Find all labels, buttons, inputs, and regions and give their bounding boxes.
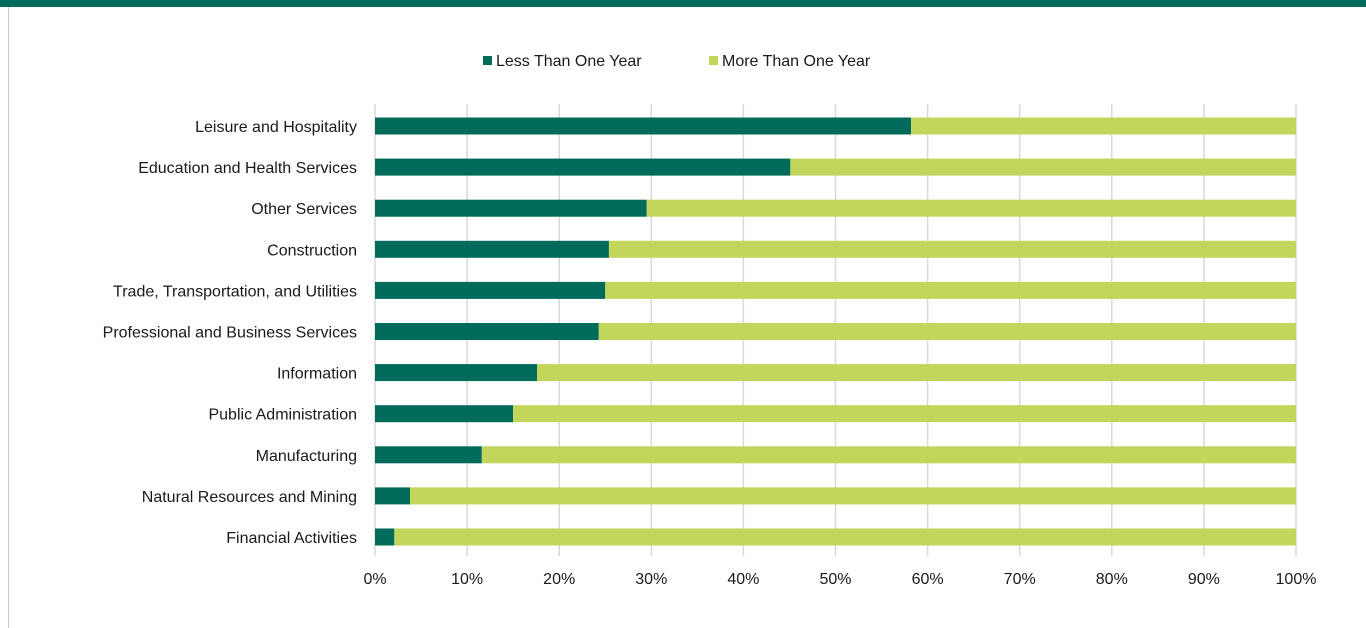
category-label: Education and Health Services <box>138 160 357 177</box>
bar-more-than-one-year <box>537 364 1296 382</box>
bar-less-than-one-year <box>375 117 912 135</box>
bar-less-than-one-year <box>375 364 538 382</box>
x-tick-label: 50% <box>819 571 851 588</box>
category-label: Financial Activities <box>226 530 357 547</box>
x-tick-label: 10% <box>451 571 483 588</box>
x-tick-label: 70% <box>1004 571 1036 588</box>
bar-more-than-one-year <box>598 323 1296 340</box>
bar-more-than-one-year <box>481 446 1296 464</box>
x-axis-tick-labels: 0% 10% 20% 30% 40% 50% 60% 70% 80% 90% 100% <box>363 571 1316 588</box>
x-tick-label: 60% <box>912 571 944 588</box>
bar-less-than-one-year <box>375 487 410 505</box>
bar-less-than-one-year <box>375 446 482 464</box>
category-label: Natural Resources and Mining <box>142 489 357 506</box>
x-tick-label: 0% <box>363 571 386 588</box>
legend-swatch-more-than-one-year <box>709 56 718 65</box>
bar-more-than-one-year <box>394 528 1296 546</box>
bar-more-than-one-year <box>513 405 1296 423</box>
bar-more-than-one-year <box>409 487 1296 505</box>
top-accent-bar <box>0 0 1366 7</box>
x-tick-label: 40% <box>727 571 759 588</box>
x-tick-label: 90% <box>1188 571 1220 588</box>
legend-label-more-than-one-year: More Than One Year <box>722 53 871 70</box>
legend-label-less-than-one-year: Less Than One Year <box>496 53 642 70</box>
x-tick-label: 30% <box>635 571 667 588</box>
category-label: Professional and Business Services <box>103 325 357 342</box>
category-label: Trade, Transportation, and Utilities <box>113 283 357 300</box>
category-label: Leisure and Hospitality <box>195 119 357 136</box>
category-label: Information <box>277 366 357 383</box>
category-label: Public Administration <box>208 407 357 424</box>
bar-more-than-one-year <box>646 199 1296 217</box>
bar-less-than-one-year <box>375 528 395 546</box>
category-label: Construction <box>267 242 357 259</box>
x-tick-label: 80% <box>1096 571 1128 588</box>
bar-more-than-one-year <box>790 158 1296 176</box>
x-tick-label: 20% <box>543 571 575 588</box>
bar-less-than-one-year <box>375 199 647 217</box>
bar-more-than-one-year <box>605 281 1296 299</box>
x-tick-label: 100% <box>1276 571 1317 588</box>
bar-less-than-one-year <box>375 158 791 176</box>
category-label: Other Services <box>251 201 357 218</box>
bars <box>375 117 1296 546</box>
bar-less-than-one-year <box>375 405 514 423</box>
bar-less-than-one-year <box>375 281 606 299</box>
bar-more-than-one-year <box>608 240 1296 258</box>
legend: Less Than One Year More Than One Year <box>483 53 871 70</box>
bar-more-than-one-year <box>911 117 1296 135</box>
left-border-rule <box>8 7 9 628</box>
bar-less-than-one-year <box>375 240 609 258</box>
bar-less-than-one-year <box>375 323 599 340</box>
category-labels: Leisure and Hospitality Education and Hea… <box>103 119 357 547</box>
legend-swatch-less-than-one-year <box>483 56 492 65</box>
category-label: Manufacturing <box>256 448 357 465</box>
